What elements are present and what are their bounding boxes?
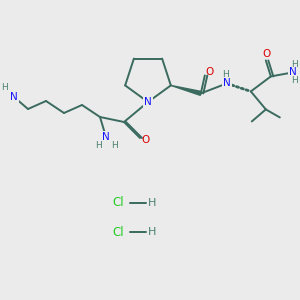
Text: H: H: [94, 142, 101, 151]
Text: Cl: Cl: [112, 196, 124, 209]
Text: H: H: [148, 227, 156, 237]
Text: N: N: [289, 68, 297, 77]
Text: O: O: [206, 68, 214, 77]
Text: O: O: [263, 50, 271, 59]
Text: H: H: [223, 70, 229, 79]
Text: N: N: [10, 92, 18, 102]
Text: Cl: Cl: [112, 226, 124, 238]
Text: O: O: [142, 135, 150, 145]
Text: N: N: [144, 97, 152, 107]
Text: H: H: [2, 82, 8, 91]
Polygon shape: [171, 85, 201, 95]
Text: H: H: [148, 198, 156, 208]
Text: H: H: [111, 142, 117, 151]
Text: N: N: [102, 132, 110, 142]
Text: H: H: [292, 60, 298, 69]
Text: N: N: [223, 78, 231, 88]
Text: H: H: [292, 76, 298, 85]
